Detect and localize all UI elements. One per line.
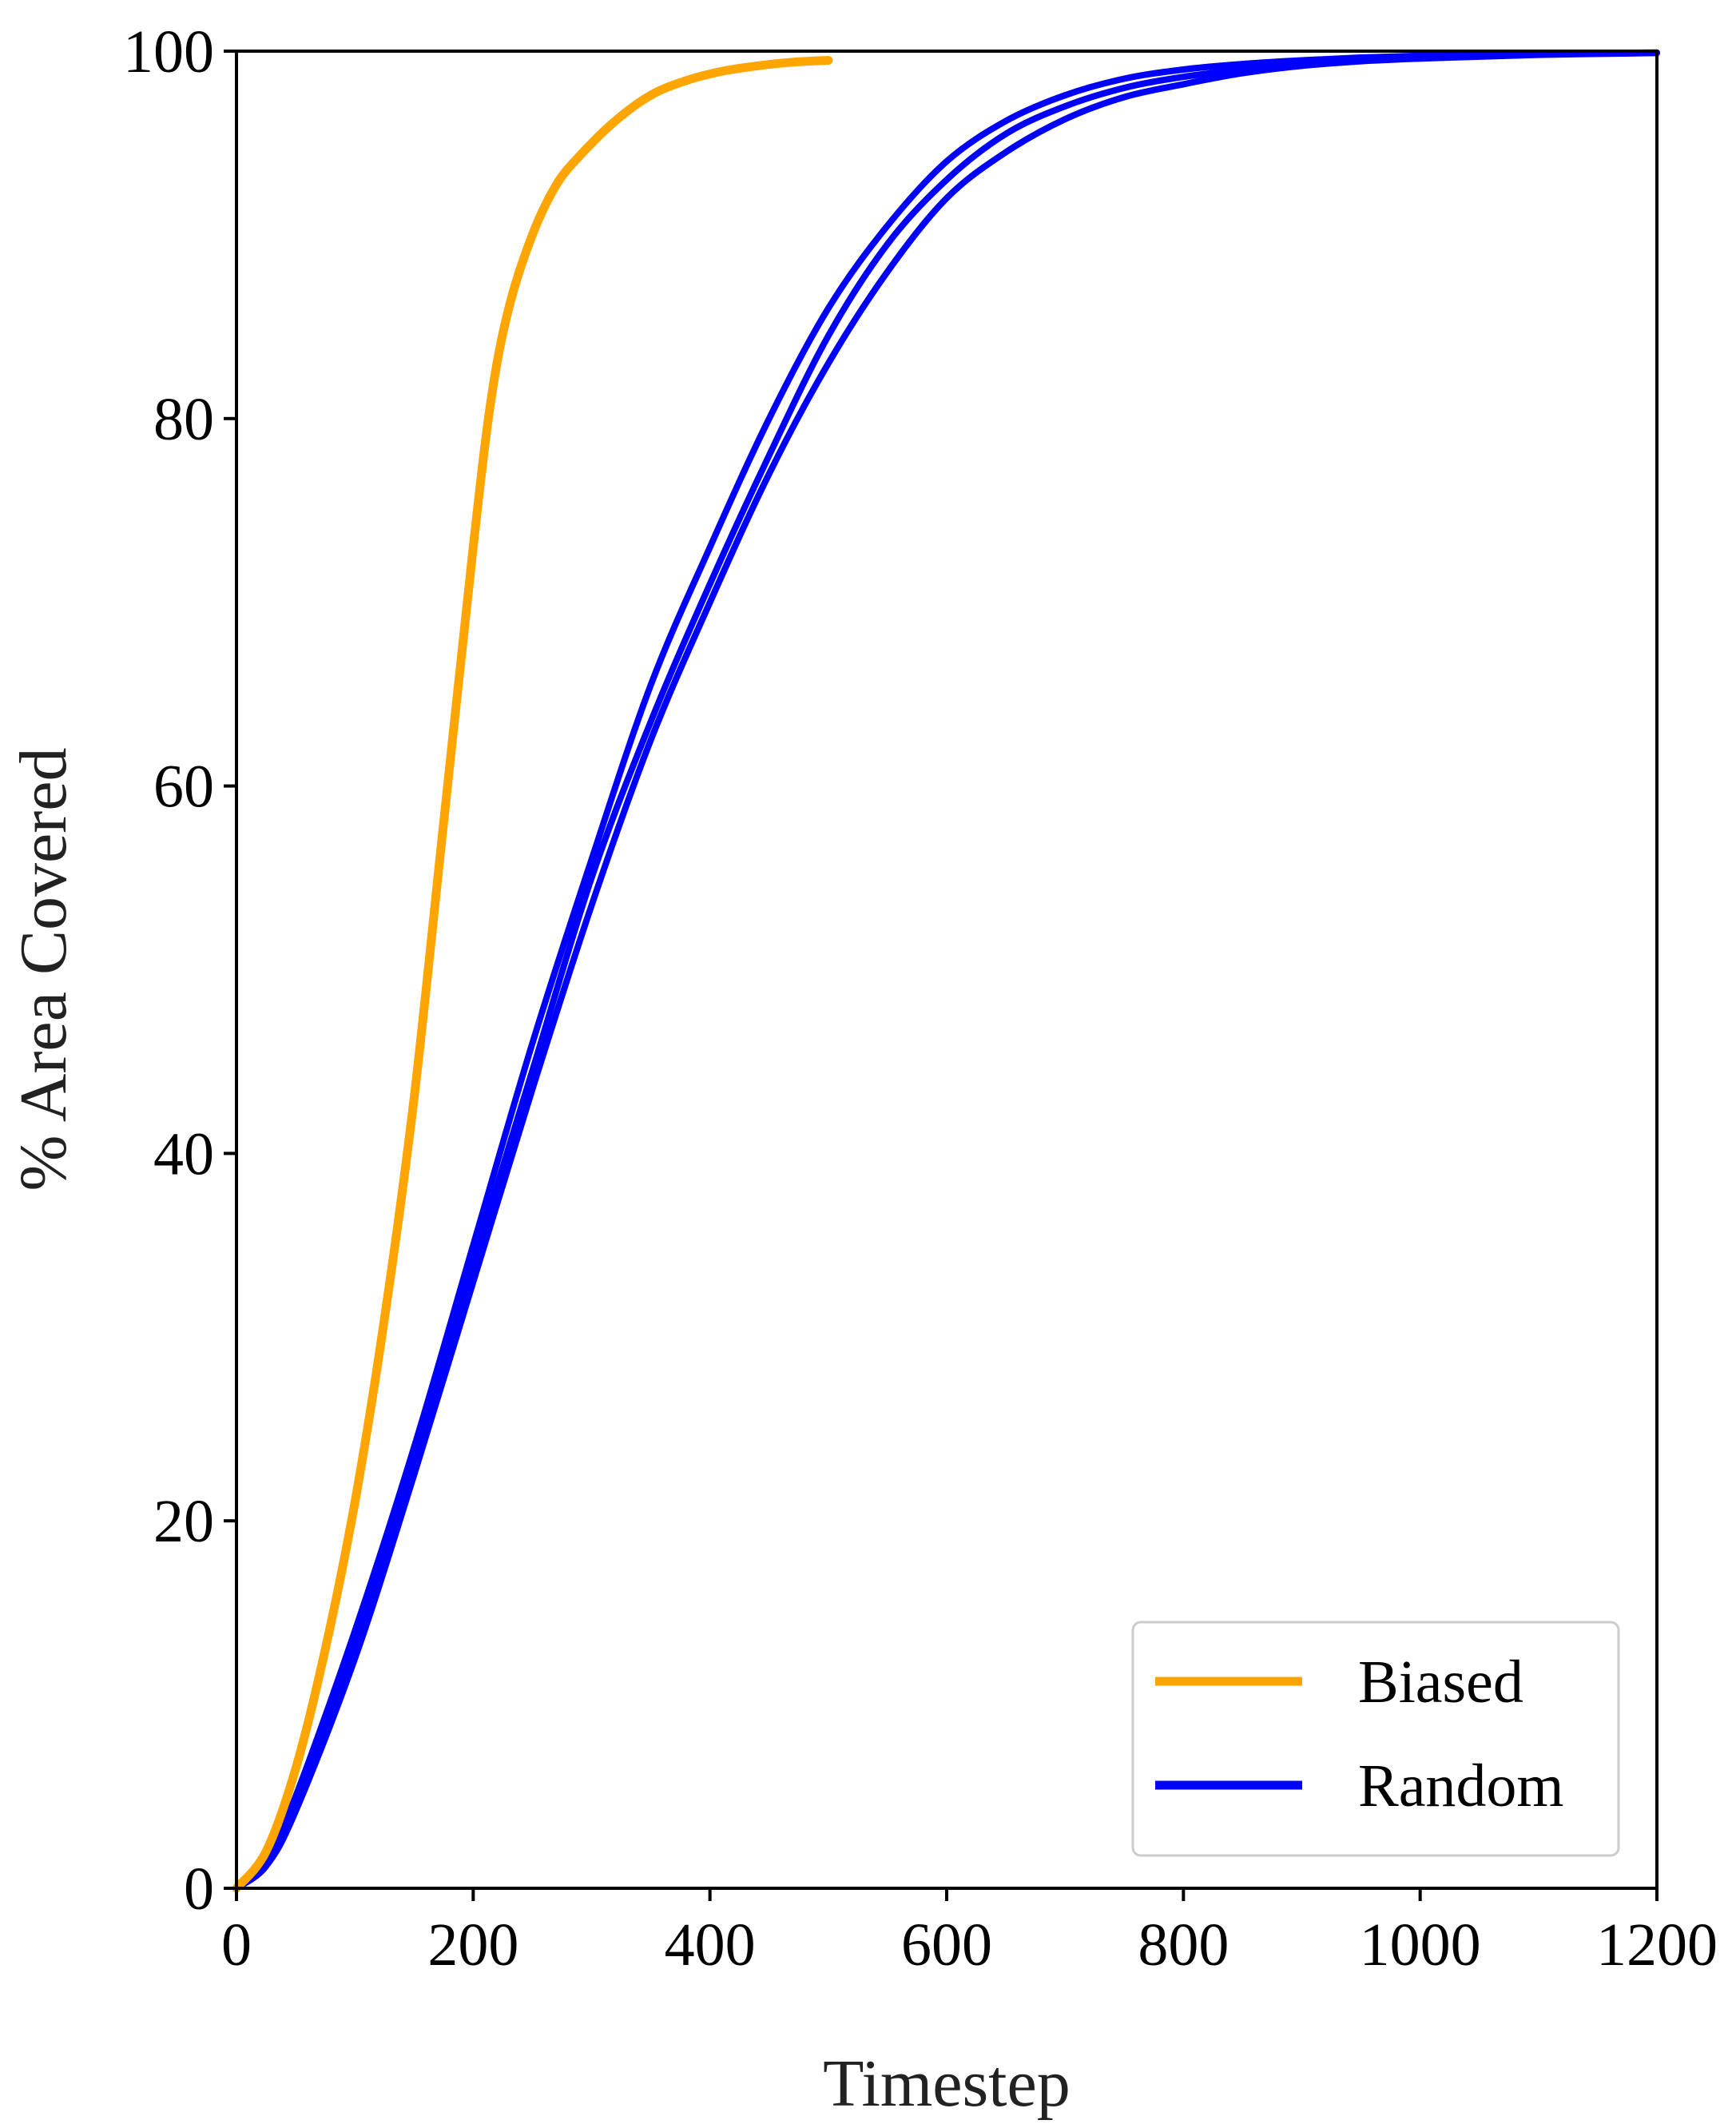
series-layer [232,49,1660,1893]
x-tick-label: 800 [1138,1911,1229,1979]
y-axis-ticks: 0 20 40 60 80 100 [123,18,236,1923]
legend-label-biased: Biased [1358,1649,1523,1716]
series-line-random-run-3 [233,50,1660,1891]
y-tick-label: 60 [153,754,214,821]
y-axis-title: % Area Covered [6,747,81,1191]
x-tick-label: 1200 [1596,1911,1718,1979]
y-tick-label: 80 [153,386,214,453]
x-tick-label: 0 [221,1911,252,1979]
x-tick-label: 200 [427,1911,518,1979]
x-tick-label: 1000 [1360,1911,1481,1979]
y-tick-label: 0 [184,1856,214,1923]
legend-label-random: Random [1358,1752,1564,1820]
x-tick-label: 600 [901,1911,992,1979]
x-axis-title: Timestep [823,2046,1071,2121]
y-tick-label: 40 [153,1120,214,1187]
y-tick-label: 20 [153,1488,214,1555]
x-tick-label: 400 [665,1911,756,1979]
legend: Biased Random [1131,1621,1620,1857]
y-tick-label: 100 [123,18,214,86]
x-axis-ticks: 0 200 400 600 800 1000 1200 [221,1888,1718,1979]
series-line-biased [232,56,833,1893]
